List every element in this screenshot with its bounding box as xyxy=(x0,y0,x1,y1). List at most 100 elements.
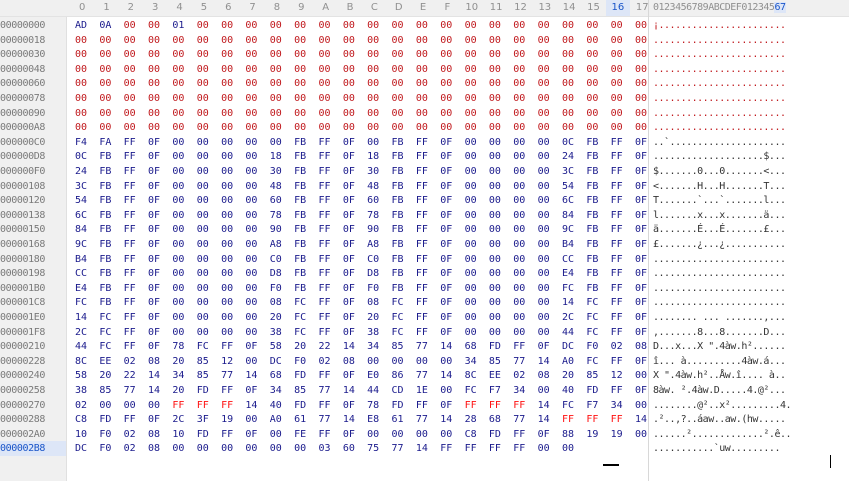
hex-byte[interactable]: 00 xyxy=(172,312,185,323)
hex-byte[interactable]: 61 xyxy=(391,414,404,426)
hex-byte[interactable]: 00 xyxy=(440,428,453,440)
hex-byte[interactable]: FB xyxy=(99,224,112,236)
hex-byte[interactable]: 00 xyxy=(172,93,185,104)
hex-byte[interactable]: 00 xyxy=(196,93,209,104)
hex-byte[interactable]: FC xyxy=(294,297,307,309)
ascii-row[interactable]: î... à..........4àw.á... xyxy=(653,355,786,367)
ascii-row[interactable]: ........................ xyxy=(653,268,786,280)
hex-byte[interactable]: 00 xyxy=(586,20,599,31)
hex-byte[interactable]: E4 xyxy=(74,282,88,294)
hex-byte[interactable]: 3F xyxy=(196,414,209,426)
hex-byte[interactable]: 00 xyxy=(221,136,234,148)
ascii-row[interactable]: ........................ xyxy=(653,122,786,134)
hex-byte[interactable]: FE xyxy=(294,428,307,440)
hex-byte[interactable]: 00 xyxy=(367,49,380,61)
hex-byte[interactable]: 00 xyxy=(148,107,161,119)
hex-byte[interactable]: 00 xyxy=(488,34,501,46)
hex-byte[interactable]: FB xyxy=(294,282,307,294)
hex-byte[interactable]: FF xyxy=(123,224,136,236)
hex-byte[interactable]: 00 xyxy=(464,239,477,250)
hex-byte[interactable]: F0 xyxy=(269,282,282,294)
ascii-row[interactable]: ....................$... xyxy=(653,151,786,163)
hex-byte[interactable]: 85 xyxy=(488,355,501,367)
hex-byte[interactable]: 00 xyxy=(586,107,599,119)
hex-byte[interactable]: 08 xyxy=(148,428,161,440)
hex-byte[interactable]: FF xyxy=(318,136,331,148)
hex-byte[interactable]: 00 xyxy=(172,443,185,455)
hex-byte[interactable]: 38 xyxy=(367,326,380,338)
hex-byte[interactable]: 40 xyxy=(269,399,282,411)
hex-byte[interactable]: 0F xyxy=(635,224,648,236)
hex-byte[interactable]: 0F xyxy=(635,268,648,280)
hex-byte[interactable]: FF xyxy=(318,209,331,221)
hex-byte[interactable]: 00 xyxy=(415,428,428,440)
hex-byte[interactable]: 00 xyxy=(269,34,282,46)
hex-byte[interactable]: 00 xyxy=(440,20,453,31)
hex-byte[interactable]: 00 xyxy=(513,282,526,294)
hex-byte[interactable]: 00 xyxy=(586,34,599,46)
hex-byte[interactable]: FB xyxy=(294,166,307,177)
hex-byte[interactable]: 34 xyxy=(269,385,282,396)
row-offset[interactable]: 00000168 xyxy=(0,239,45,250)
hex-byte[interactable]: 00 xyxy=(74,122,88,134)
hex-byte[interactable]: 00 xyxy=(245,151,258,163)
row-offset[interactable]: 000002B8 xyxy=(0,441,66,457)
hex-byte[interactable]: F0 xyxy=(367,282,380,294)
hex-byte[interactable]: FB xyxy=(99,166,112,177)
hex-byte[interactable]: 00 xyxy=(123,49,136,61)
hex-byte[interactable]: 10 xyxy=(74,428,88,440)
ascii-row[interactable]: D...x...X ".4àw.h²...... xyxy=(653,341,786,353)
hex-byte[interactable]: 0F xyxy=(342,239,355,250)
row-offset[interactable]: 00000090 xyxy=(0,107,45,119)
hex-byte[interactable]: 00 xyxy=(221,239,234,250)
hex-byte[interactable]: 54 xyxy=(561,180,575,192)
hex-byte[interactable]: 00 xyxy=(464,107,477,119)
hex-byte[interactable]: 00 xyxy=(342,49,355,61)
hex-byte[interactable]: 00 xyxy=(513,20,526,31)
hex-byte[interactable]: 3C xyxy=(74,180,88,192)
hex-byte[interactable]: C8 xyxy=(464,428,477,440)
hex-byte[interactable]: 0F xyxy=(148,341,161,353)
hex-byte[interactable]: 00 xyxy=(123,399,136,411)
hex-byte[interactable]: 0F xyxy=(635,180,648,192)
hex-byte[interactable]: 22 xyxy=(123,370,136,382)
hex-byte[interactable]: FF xyxy=(415,312,428,323)
hex-byte[interactable]: 00 xyxy=(561,20,575,31)
hex-byte[interactable]: 00 xyxy=(342,20,355,31)
hex-byte[interactable]: 00 xyxy=(172,34,185,46)
hex-byte[interactable]: 00 xyxy=(391,107,404,119)
hex-byte[interactable]: FF xyxy=(221,428,234,440)
hex-byte[interactable]: FB xyxy=(294,136,307,148)
hex-byte[interactable]: 14 xyxy=(440,370,453,382)
hex-byte[interactable]: FB xyxy=(99,268,112,280)
hex-byte[interactable]: 85 xyxy=(586,370,599,382)
hex-byte[interactable]: 0F xyxy=(148,180,161,192)
hex-byte[interactable]: 0F xyxy=(148,151,161,163)
hex-byte[interactable]: FF xyxy=(610,239,623,250)
hex-byte[interactable]: 48 xyxy=(367,180,380,192)
hex-byte[interactable]: 38 xyxy=(269,326,282,338)
hex-byte[interactable]: 00 xyxy=(488,151,501,163)
hex-byte[interactable]: 00 xyxy=(245,209,258,221)
hex-byte[interactable]: 34 xyxy=(610,399,623,411)
hex-byte[interactable]: FF xyxy=(610,414,623,426)
hex-byte[interactable]: 18 xyxy=(269,151,282,163)
hex-byte[interactable]: 00 xyxy=(196,122,209,134)
hex-byte[interactable]: FF xyxy=(415,151,428,163)
hex-byte[interactable]: 0F xyxy=(440,268,453,280)
hex-byte[interactable]: 00 xyxy=(367,34,380,46)
hex-byte[interactable]: 0F xyxy=(342,282,355,294)
hex-byte[interactable]: 85 xyxy=(391,341,404,353)
hex-byte[interactable]: 0F xyxy=(440,166,453,177)
hex-byte[interactable]: 00 xyxy=(74,49,88,61)
hex-byte[interactable]: 08 xyxy=(635,341,648,353)
hex-byte[interactable]: 00 xyxy=(74,34,88,46)
hex-byte[interactable]: 0F xyxy=(148,282,161,294)
hex-byte[interactable]: FB xyxy=(294,268,307,280)
hex-byte[interactable]: 00 xyxy=(464,151,477,163)
hex-byte[interactable]: 0F xyxy=(537,428,550,440)
hex-byte[interactable]: 00 xyxy=(245,136,258,148)
hex-byte[interactable]: 00 xyxy=(172,166,185,177)
hex-byte[interactable]: FF xyxy=(318,428,331,440)
hex-byte[interactable]: 00 xyxy=(635,122,648,134)
